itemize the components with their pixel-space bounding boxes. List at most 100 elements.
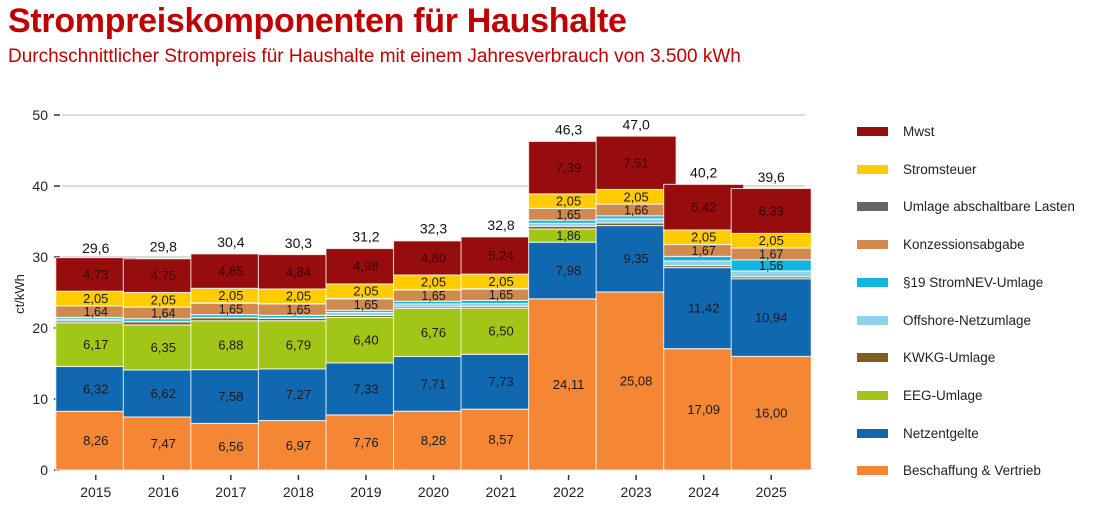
data-label: 1,64 <box>84 305 108 319</box>
data-label: 7,33 <box>353 381 378 396</box>
data-label: 11,42 <box>688 301 720 316</box>
bar-segment <box>392 355 475 412</box>
bar-segment <box>55 257 137 292</box>
data-label: 4,98 <box>353 259 378 274</box>
bar-stack-2020: 8,28 7,71 6,76 1,652,05 4,80 32,3 <box>392 221 475 471</box>
data-label: 2,05 <box>151 292 176 307</box>
data-label: 7,76 <box>353 435 378 450</box>
total-label: 29,6 <box>82 240 109 256</box>
legend-swatch <box>857 277 888 287</box>
total-label: 31,2 <box>352 228 379 244</box>
total-label: 30,4 <box>217 234 244 250</box>
bar-segment <box>392 240 475 276</box>
bar-stack-2022: 24,11 7,98 1,86 1,652,05 7,39 46,3 <box>528 121 610 471</box>
bar-segment <box>55 322 137 368</box>
data-label: 6,50 <box>488 324 513 339</box>
data-label: 4,80 <box>421 250 446 265</box>
y-tick-label: 0 <box>40 462 48 478</box>
data-label: 8,57 <box>488 432 513 447</box>
x-tick-label: 2025 <box>756 484 787 500</box>
data-label: 1,65 <box>556 208 580 222</box>
legend-swatch <box>857 428 888 438</box>
data-label: 1,86 <box>556 229 580 243</box>
legend-label: Offshore-Netzumlage <box>903 312 1032 328</box>
bar-segment <box>730 355 812 471</box>
y-tick-label: 50 <box>32 107 48 123</box>
data-label: 6,62 <box>151 386 176 401</box>
legend-swatch <box>857 466 888 476</box>
y-tick-label: 30 <box>32 249 48 265</box>
data-label: 6,76 <box>421 325 446 340</box>
bar-segment <box>392 307 475 358</box>
bar-segment <box>595 291 677 471</box>
legend-label: KWKG-Umlage <box>903 350 996 366</box>
data-label: 7,73 <box>488 374 513 389</box>
data-label: 6,79 <box>286 337 311 352</box>
bar-segment <box>122 258 204 294</box>
bar-segment <box>325 414 407 471</box>
data-label: 7,71 <box>421 376 446 391</box>
data-label: 2,05 <box>83 291 108 306</box>
legend-label: Beschaffung & Vertrieb <box>903 463 1041 479</box>
legend-swatch <box>857 127 888 136</box>
x-tick-label: 2021 <box>485 484 516 500</box>
bars: 8,266,326,171,642,054,7329,67,476,626,35… <box>55 116 812 471</box>
data-label: 2,05 <box>218 288 243 303</box>
data-label: 1,65 <box>421 289 445 303</box>
bar-segment <box>595 135 677 191</box>
y-tick-label: 20 <box>32 320 48 336</box>
bar-segment <box>730 187 812 234</box>
bar-stack-2023: 25,08 9,35 1,662,05 7,51 47,0 <box>595 116 677 471</box>
bar-segment <box>325 248 407 285</box>
bar-stack-2019: 7,76 7,33 6,40 1,652,05 4,98 31,2 <box>325 228 407 471</box>
total-label: 30,3 <box>285 235 312 251</box>
y-tick-label: 40 <box>32 178 48 194</box>
data-label: 1,67 <box>692 244 716 258</box>
legend-label: §19 StromNEV-Umlage <box>903 274 1044 290</box>
legend-swatch <box>857 315 888 325</box>
legend-label: Netzentgelte <box>903 425 979 441</box>
legend-label: Stromsteuer <box>903 161 977 177</box>
total-label: 29,8 <box>150 238 177 254</box>
legend-swatch <box>857 353 888 363</box>
total-label: 40,2 <box>690 165 717 181</box>
bar-segment <box>257 368 339 422</box>
bar-segment <box>190 320 272 371</box>
bar-segment <box>325 316 407 364</box>
data-label: 7,98 <box>556 263 581 278</box>
bar-segment <box>325 362 407 416</box>
bar-segment <box>122 369 204 418</box>
bar-segment <box>528 298 610 471</box>
x-tick-label: 2015 <box>80 484 111 500</box>
data-label: 4,84 <box>286 264 311 279</box>
bar-segment <box>392 410 475 471</box>
bar-segment <box>122 416 204 471</box>
bar-segment <box>257 254 339 290</box>
data-label: 1,56 <box>759 259 783 273</box>
legend-label: EEG-Umlage <box>903 387 983 403</box>
total-label: 39,6 <box>758 169 785 185</box>
data-label: 6,97 <box>286 438 311 453</box>
bar-stack-2024: 17,09 11,42 1,672,05 6,42 40,2 <box>663 165 745 471</box>
data-label: 6,17 <box>83 337 108 352</box>
data-label: 2,05 <box>353 284 378 299</box>
bar-segment <box>190 369 272 424</box>
data-label: 2,05 <box>759 233 784 248</box>
data-label: 1,64 <box>151 306 175 320</box>
data-label: 2,05 <box>556 194 581 209</box>
x-axis: 2015 2016 2017 2018 2019 2020 2021 2022 2023 2024… <box>80 475 787 500</box>
data-label: 1,67 <box>759 247 783 261</box>
legend-swatch <box>857 240 888 250</box>
x-tick-label: 2019 <box>350 484 381 500</box>
data-label: 6,42 <box>691 200 716 215</box>
bar-segment <box>528 140 610 195</box>
data-label: 1,65 <box>219 302 243 316</box>
bar-segment <box>528 241 610 300</box>
legend-label: Mwst <box>903 124 935 139</box>
x-tick-label: 2016 <box>148 484 179 500</box>
data-label: 6,40 <box>353 333 378 348</box>
data-label: 6,88 <box>218 338 243 353</box>
x-tick-label: 2022 <box>553 484 584 500</box>
x-tick-label: 2018 <box>283 484 314 500</box>
